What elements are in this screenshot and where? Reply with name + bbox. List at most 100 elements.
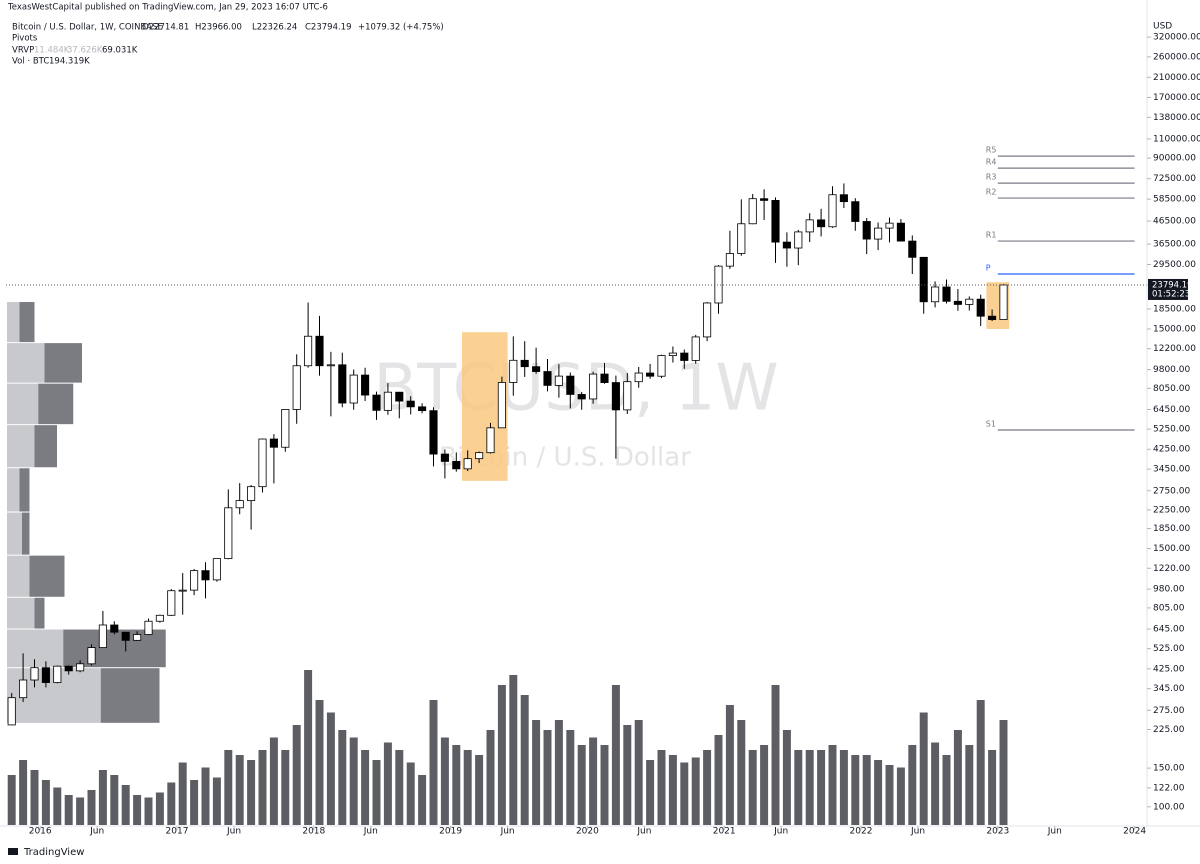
- volume-bar: [896, 767, 905, 825]
- candle-body: [543, 371, 552, 386]
- ohlc-high: H23966.00: [195, 23, 242, 33]
- x-tick-label: 2023: [986, 827, 1009, 837]
- candle-body: [178, 589, 187, 592]
- volume-bar: [908, 745, 917, 825]
- candle-body: [167, 590, 176, 616]
- volume-bar: [224, 750, 233, 825]
- volume-bar: [771, 685, 780, 825]
- volume-bar: [326, 712, 335, 825]
- logo-mark: [8, 848, 18, 855]
- volume-bar: [862, 755, 871, 825]
- candle-body: [212, 558, 221, 581]
- volume-bar: [919, 712, 928, 825]
- volume-bar: [839, 750, 848, 825]
- profile-down: [19, 468, 30, 512]
- volume-bar: [657, 750, 666, 825]
- y-tick-label: 260000.00: [1153, 52, 1200, 62]
- volume-bar: [133, 795, 142, 825]
- volume-bar: [235, 755, 244, 825]
- profile-up: [7, 383, 39, 425]
- candle-body: [931, 286, 940, 303]
- volume-bar: [976, 700, 985, 825]
- candle-body: [988, 315, 997, 320]
- candle-body: [292, 365, 301, 410]
- volume-bar: [372, 760, 381, 825]
- candle-body: [281, 409, 290, 448]
- y-tick-label: 3450.00: [1153, 465, 1190, 475]
- x-tick-label: Jun: [910, 827, 925, 837]
- volume-bar: [53, 787, 62, 825]
- vrvp-label: VRVP: [12, 46, 34, 56]
- volume-bar: [418, 775, 427, 825]
- y-tick-label: 150.00: [1153, 764, 1185, 774]
- volume-bar: [691, 757, 700, 825]
- candle-body: [247, 486, 256, 502]
- x-tick-label: Jun: [773, 827, 788, 837]
- x-tick-label: Jun: [500, 827, 515, 837]
- candle-body: [190, 570, 199, 591]
- volume-bar: [874, 760, 883, 825]
- volume-bar: [201, 767, 210, 825]
- y-tick-label: 100.00: [1153, 802, 1185, 812]
- y-tick-label: 9800.00: [1153, 365, 1190, 375]
- candle-body: [326, 364, 335, 367]
- candle-body: [76, 663, 85, 672]
- candle-body: [520, 359, 529, 368]
- candle-body: [965, 298, 974, 305]
- candle-body: [771, 200, 780, 243]
- candle-body: [372, 394, 381, 411]
- y-tick-label: 58500.00: [1153, 195, 1196, 205]
- y-tick-label: 90000.00: [1153, 154, 1196, 164]
- candle-body: [452, 461, 461, 470]
- volume-bar: [988, 750, 997, 825]
- last-price-box: [1148, 278, 1188, 300]
- volume-bar: [41, 780, 50, 825]
- volume-bar: [999, 720, 1008, 825]
- candle-body: [258, 438, 267, 488]
- y-tick-label: 1500.00: [1153, 544, 1190, 554]
- candle-body: [7, 697, 16, 726]
- volume-bar: [155, 792, 164, 825]
- candle-body: [110, 624, 119, 633]
- volume-bar: [885, 765, 894, 825]
- profile-up: [7, 343, 45, 383]
- candle-body: [600, 373, 609, 383]
- candle-body: [155, 614, 164, 622]
- candle-body: [908, 240, 917, 258]
- y-tick-label: 72500.00: [1153, 174, 1196, 184]
- volume-bar: [338, 730, 347, 825]
- watermark: BTCUSD, 1W Bitcoin / U.S. Dollar: [373, 352, 778, 473]
- logo-text: TradingView: [23, 847, 84, 858]
- y-tick-label: 8050.00: [1153, 384, 1190, 394]
- y-tick-label: 36500.00: [1153, 240, 1196, 250]
- candle-body: [919, 256, 928, 303]
- volume-bar: [953, 730, 962, 825]
- ohlc-close: C23794.19: [305, 23, 352, 33]
- plot: R5 R4 R3 R2 R1 P S1: [6, 146, 1147, 825]
- candle-body: [817, 219, 826, 228]
- candle-body: [760, 198, 769, 201]
- volume-bar: [121, 785, 130, 825]
- candle-body: [714, 265, 723, 304]
- x-tick-label: Jun: [636, 827, 651, 837]
- y-tick-label: 46500.00: [1153, 217, 1196, 227]
- volume-bar: [554, 720, 563, 825]
- volume-bar: [668, 755, 677, 825]
- volume-bar: [623, 725, 632, 825]
- volume-bar: [486, 730, 495, 825]
- candle-body: [224, 507, 233, 560]
- x-tick-label: 2017: [166, 827, 189, 837]
- candle-body: [395, 391, 404, 402]
- candle-body: [668, 352, 677, 356]
- y-tick-label: 5250.00: [1153, 425, 1190, 435]
- candle-body: [269, 438, 278, 448]
- y-tick-label: 2750.00: [1153, 486, 1190, 496]
- profile-up: [7, 302, 20, 343]
- volume-bar: [794, 750, 803, 825]
- candle-body: [611, 382, 620, 411]
- candle-body: [383, 391, 392, 411]
- legend: Bitcoin / U.S. Dollar, 1W, COINBASE O227…: [12, 23, 444, 67]
- candle-body: [201, 570, 210, 581]
- volume-bar: [646, 760, 655, 825]
